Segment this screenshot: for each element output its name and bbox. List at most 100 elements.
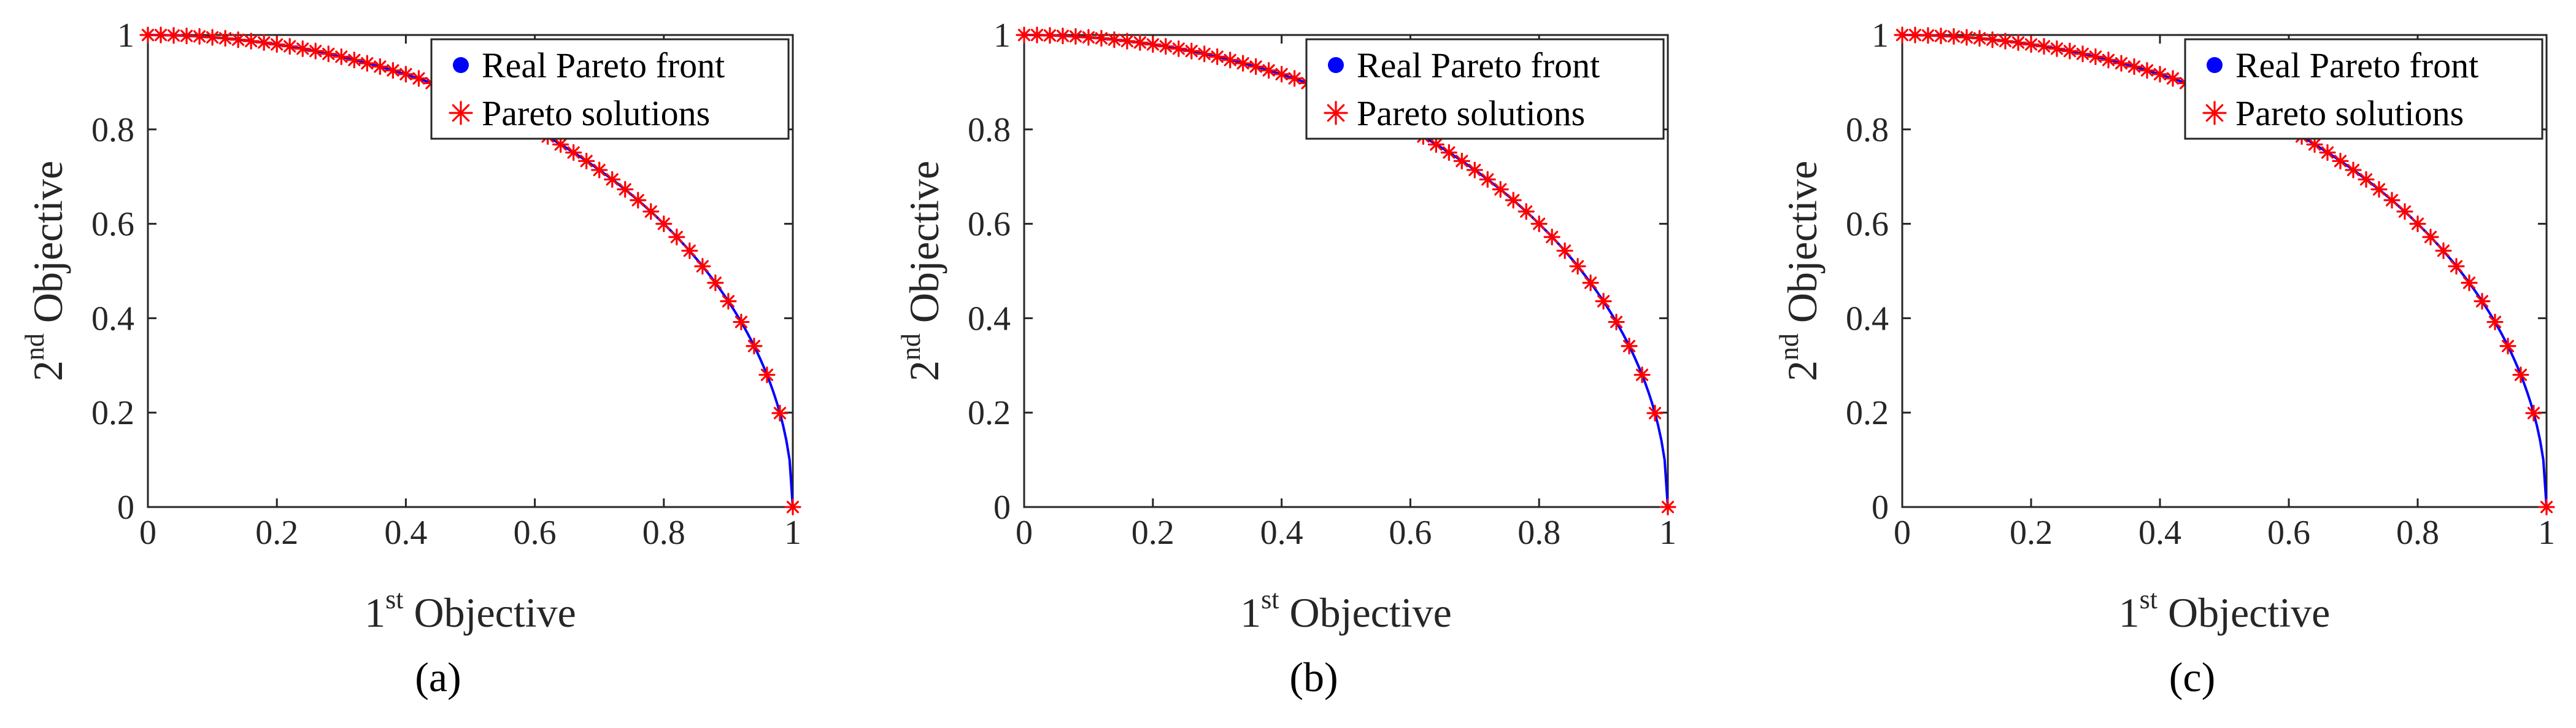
x-tick-label: 0 [1894,514,1911,552]
pareto-solution-point [333,48,350,65]
x-tick-label: 0.2 [255,514,298,552]
pareto-solution-point [1080,29,1097,46]
pareto-solution-point [1183,42,1200,60]
pareto-solution-point [1132,34,1149,51]
pareto-solution-point [2358,171,2375,188]
pareto-solution-point [1543,228,1560,246]
pareto-solution-point [604,171,621,188]
pareto-solution-point [1997,33,2014,50]
pareto-solution-point [1273,66,1290,83]
pareto-solution-point [2164,70,2181,87]
pareto-solution-point [1144,36,1162,53]
chart-panel-1: 0 0.2 0.4 0.6 0.8 1 0 0.2 0.4 0.6 0.8 1 1st Objectiv… [20,17,801,700]
x-tick-label: 0.2 [1132,514,1174,552]
pareto-solution-point [358,55,376,72]
pareto-solution-point [707,274,724,292]
pareto-solution-point [2474,293,2491,310]
pareto-solution-point [2126,58,2143,76]
pareto-solution-point [733,313,750,331]
pareto-solution-point [1569,258,1586,275]
pareto-solution-point [268,36,285,53]
x-tick-label: 0 [139,514,156,552]
pareto-solution-point [617,180,634,198]
y-tick-label: 1 [1872,17,1889,55]
legend-label: Pareto solutions [482,93,710,133]
x-tick-label: 0.6 [514,514,557,552]
x-axis-label: 1st Objective [2119,584,2331,636]
pareto-solution-point [1235,55,1252,72]
pareto-solution-point [642,203,660,220]
pareto-solution-point [630,192,647,209]
pareto-solution-point [2010,34,2027,51]
pareto-solution-point [1505,192,1522,209]
pareto-solution-point [2074,45,2091,63]
y-tick-label: 0.6 [968,206,1011,244]
pareto-solution-point [552,136,569,153]
y-tick-label: 0.2 [1846,394,1889,432]
legend-label: Real Pareto front [1357,45,1600,85]
pareto-solution-point [681,242,698,260]
pareto-solution-point [2345,161,2362,179]
y-tick-label: 0.6 [1846,206,1889,244]
pareto-solution-point [720,293,737,310]
pareto-solution-point [1479,171,1496,188]
pareto-solution-point [2525,405,2542,422]
pareto-solution-point [2370,180,2388,198]
pareto-solution-point [668,228,685,246]
y-axis-label: 2nd Objective [896,161,947,381]
pareto-solution-point [1971,29,1988,47]
x-tick-label: 1 [784,514,801,552]
pareto-solution-point [1157,37,1174,55]
pareto-solution-point [1016,26,1033,44]
x-tick-label: 0.8 [642,514,685,552]
pareto-solution-point [1196,45,1213,63]
pareto-solution-point [345,52,363,69]
x-tick-label: 0.2 [2010,514,2053,552]
x-tick-label: 0 [1016,514,1033,552]
pareto-solution-point [229,31,247,48]
pareto-solution-point [1945,28,1962,45]
pareto-solution-point [204,29,221,46]
legend-label: Real Pareto front [2235,45,2478,85]
panel-label: (c) [2169,654,2215,700]
pareto-solution-point [1170,40,1187,57]
y-tick-label: 0.8 [968,111,1011,149]
pareto-solution-point [2512,366,2529,384]
pareto-solution-point [2048,40,2065,57]
legend-marker-asterisk-icon [449,101,473,125]
x-tick-label: 0.8 [1517,514,1560,552]
pareto-solution-point [2151,66,2169,83]
pareto-solution-point [746,338,763,355]
pareto-solution-point [1453,152,1470,169]
x-tick-label: 1 [1659,514,1676,552]
y-tick-label: 0.8 [91,111,134,149]
legend-marker-dot-icon [453,57,469,73]
pareto-solution-point [1209,48,1226,65]
pareto-solution-point [2499,338,2516,355]
pareto-solution-point [591,161,608,179]
legend-marker-asterisk-icon [1324,101,1348,125]
pareto-solution-point [2486,313,2504,331]
pareto-solution-point [1067,28,1084,45]
pareto-solution-point [758,366,776,384]
pareto-solution-point [655,215,673,233]
pareto-solution-point [255,34,272,51]
y-tick-label: 0 [1872,489,1889,527]
pareto-solution-point [1646,405,1664,422]
y-tick-label: 0.6 [91,206,134,244]
x-tick-label: 0.4 [384,514,427,552]
legend-marker-asterisk-icon [2202,101,2227,125]
x-tick-label: 0.4 [2138,514,2181,552]
x-axis-label: 1st Objective [1240,584,1452,636]
pareto-solution-point [320,45,337,63]
legend-box [1305,38,1665,140]
pareto-solution-point [1595,293,1612,310]
pareto-solution-point [1633,366,1651,384]
y-axis-label: 2nd Objective [1774,161,1826,381]
pareto-solution-point [307,42,324,60]
pareto-solution-point [2383,192,2401,209]
x-tick-label: 0.6 [2267,514,2310,552]
pareto-solution-point [2035,37,2053,55]
y-tick-label: 0.2 [91,394,134,432]
